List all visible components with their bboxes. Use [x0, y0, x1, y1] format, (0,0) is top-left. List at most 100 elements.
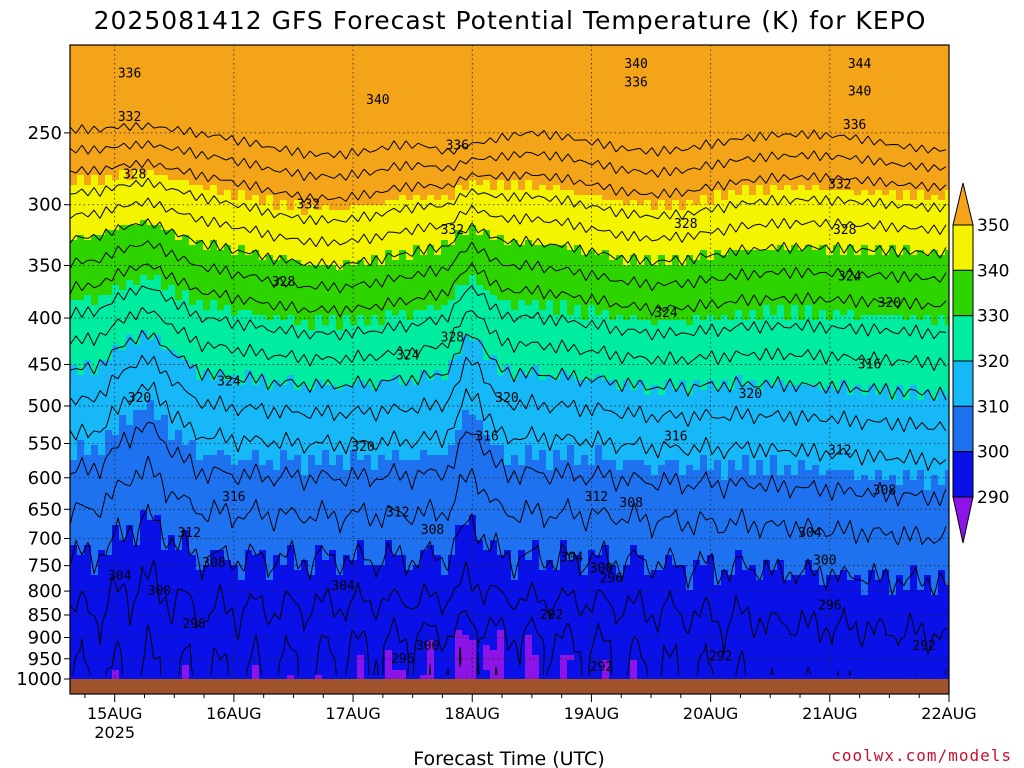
temperature-cell [77, 515, 85, 521]
temperature-cell [147, 125, 155, 131]
temperature-cell [245, 520, 253, 526]
temperature-cell [84, 610, 92, 616]
temperature-cell [231, 240, 239, 246]
temperature-cell [252, 200, 260, 206]
temperature-cell [273, 395, 281, 401]
temperature-cell [126, 490, 134, 496]
temperature-cell [231, 195, 239, 201]
temperature-cell [245, 140, 253, 146]
temperature-cell [266, 550, 274, 556]
temperature-cell [217, 320, 225, 326]
temperature-cell [161, 330, 169, 336]
temperature-cell [203, 125, 211, 131]
temperature-cell [126, 260, 134, 266]
temperature-cell [329, 295, 337, 301]
temperature-cell [301, 620, 309, 626]
temperature-cell [105, 505, 113, 511]
temperature-cell [84, 355, 92, 361]
temperature-cell [217, 310, 225, 316]
temperature-cell [343, 200, 351, 206]
temperature-cell [77, 195, 85, 201]
temperature-cell [238, 140, 246, 146]
temperature-cell [147, 115, 155, 121]
temperature-cell [168, 255, 176, 261]
temperature-cell [182, 75, 190, 81]
temperature-cell [98, 270, 106, 276]
temperature-cell [280, 205, 288, 211]
temperature-cell [154, 515, 162, 521]
temperature-cell [203, 305, 211, 311]
temperature-cell [84, 675, 92, 681]
temperature-cell [266, 60, 274, 66]
temperature-cell [196, 550, 204, 556]
temperature-cell [245, 160, 253, 166]
temperature-cell [287, 245, 295, 251]
temperature-cell [294, 155, 302, 161]
temperature-cell [168, 180, 176, 186]
temperature-cell [217, 300, 225, 306]
temperature-cell [217, 140, 225, 146]
temperature-cell [105, 455, 113, 461]
temperature-cell [266, 540, 274, 546]
temperature-cell [245, 665, 253, 671]
temperature-cell [70, 390, 78, 396]
temperature-cell [315, 120, 323, 126]
temperature-cell [70, 595, 78, 601]
temperature-cell [280, 155, 288, 161]
temperature-cell [182, 525, 190, 531]
temperature-cell [189, 450, 197, 456]
temperature-cell [147, 430, 155, 436]
temperature-cell [168, 290, 176, 296]
temperature-cell [98, 620, 106, 626]
temperature-cell [322, 270, 330, 276]
temperature-cell [84, 270, 92, 276]
temperature-cell [245, 650, 253, 656]
temperature-cell [273, 625, 281, 631]
temperature-cell [112, 350, 120, 356]
temperature-cell [119, 525, 127, 531]
temperature-cell [70, 130, 78, 136]
temperature-cell [70, 590, 78, 596]
temperature-cell [126, 280, 134, 286]
temperature-cell [196, 460, 204, 466]
temperature-cell [91, 580, 99, 586]
temperature-cell [140, 260, 148, 266]
temperature-cell [280, 420, 288, 426]
temperature-cell [224, 520, 232, 526]
temperature-cell [280, 55, 288, 61]
temperature-cell [203, 455, 211, 461]
temperature-cell [266, 350, 274, 356]
temperature-cell [140, 280, 148, 286]
temperature-cell [308, 135, 316, 141]
temperature-cell [308, 70, 316, 76]
temperature-cell [161, 675, 169, 681]
temperature-cell [105, 640, 113, 646]
temperature-cell [217, 630, 225, 636]
temperature-cell [105, 80, 113, 86]
temperature-cell [210, 480, 218, 486]
temperature-cell [217, 330, 225, 336]
temperature-cell [231, 220, 239, 226]
temperature-cell [161, 640, 169, 646]
temperature-cell [266, 190, 274, 196]
temperature-cell [322, 330, 330, 336]
temperature-cell [154, 100, 162, 106]
temperature-cell [161, 210, 169, 216]
temperature-cell [119, 595, 127, 601]
temperature-cell [336, 640, 344, 646]
temperature-cell [126, 200, 134, 206]
temperature-cell [329, 615, 337, 621]
temperature-cell [147, 620, 155, 626]
temperature-cell [161, 465, 169, 471]
temperature-cell [133, 150, 141, 156]
temperature-cell [77, 145, 85, 151]
temperature-cell [77, 250, 85, 256]
temperature-cell [112, 485, 120, 491]
temperature-cell [210, 640, 218, 646]
temperature-cell [119, 205, 127, 211]
temperature-cell [210, 410, 218, 416]
temperature-cell [161, 605, 169, 611]
temperature-cell [196, 440, 204, 446]
temperature-cell [203, 355, 211, 361]
temperature-cell [315, 390, 323, 396]
